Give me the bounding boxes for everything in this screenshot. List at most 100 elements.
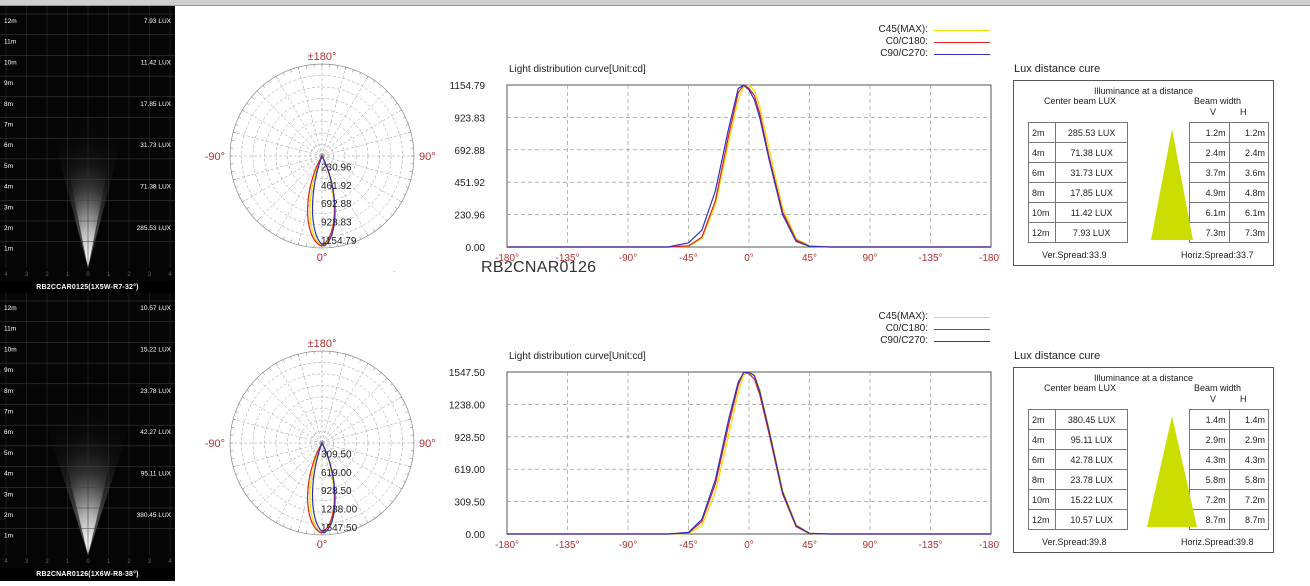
table-cell: 1.4m xyxy=(1229,410,1268,430)
table-cell xyxy=(1127,183,1189,203)
curve-xtick: -180° xyxy=(495,540,519,551)
curve-ytick: 692.88 xyxy=(454,146,485,157)
table-cell: 3.7m xyxy=(1190,163,1229,183)
curve-xtick: -90° xyxy=(619,540,637,551)
curve-xtick: -45° xyxy=(679,253,697,264)
polar-ring-label: 309.50 xyxy=(321,449,352,460)
curve-xtick: -180° xyxy=(979,253,1000,264)
beam-x-label: 3 xyxy=(25,559,29,565)
table-cell xyxy=(1127,470,1189,490)
curve-xtick: -90° xyxy=(619,253,637,264)
table-cell: 7.93 LUX xyxy=(1056,223,1128,243)
lux-head-v: V xyxy=(1210,107,1216,117)
polar-ring-label: 619.00 xyxy=(321,468,352,479)
beam-row-label: 7m xyxy=(4,122,13,129)
lux-title: Lux distance cure xyxy=(1014,63,1100,75)
table-cell: 23.78 LUX xyxy=(1056,470,1128,490)
table-cell xyxy=(1127,223,1189,243)
table-cell xyxy=(1127,123,1189,143)
table-cell: 2.9m xyxy=(1229,430,1268,450)
curve-xtick: 0° xyxy=(744,253,754,264)
polar-ring-label: 928.50 xyxy=(321,486,352,497)
distribution-curve: Light distribution curve[Unit:cd]1154.79… xyxy=(420,6,1000,294)
table-cell: 1.2m xyxy=(1190,123,1229,143)
table-cell: 4.3m xyxy=(1229,450,1268,470)
beam-lux-label: 10.57 LUX xyxy=(140,305,171,312)
table-cell: 2.9m xyxy=(1190,430,1229,450)
polar-ring-label: 461.92 xyxy=(321,181,352,192)
beam-lux-label: 15.22 LUX xyxy=(140,346,171,353)
table-cell: 4.9m xyxy=(1190,183,1229,203)
table-cell: 31.73 LUX xyxy=(1056,163,1128,183)
table-cell: 4.3m xyxy=(1190,450,1229,470)
curve-ytick: 1154.79 xyxy=(450,81,486,92)
lux-head-beamwidth: Beam width xyxy=(1194,96,1241,106)
curve-xtick: -135° xyxy=(918,540,942,551)
table-cell: 1.4m xyxy=(1190,410,1229,430)
table-cell: 71.38 LUX xyxy=(1056,143,1128,163)
table-cell: 5.8m xyxy=(1190,470,1229,490)
curve-ytick: 309.50 xyxy=(454,498,485,509)
beam-row-label: 6m xyxy=(4,429,13,436)
polar-ring-label: 692.88 xyxy=(321,199,352,210)
beam-row-label: 10m xyxy=(4,346,17,353)
polar-top-label: ±180° xyxy=(308,338,337,350)
beam-x-label: 0 xyxy=(86,272,90,278)
table-cell: 285.53 LUX xyxy=(1056,123,1128,143)
curve-xtick: 0° xyxy=(744,540,754,551)
table-cell: 4m xyxy=(1029,430,1056,450)
table-cell: 8m xyxy=(1029,183,1056,203)
beam-row-label: 1m xyxy=(4,533,13,540)
curve-svg: Light distribution curve[Unit:cd]1547.50… xyxy=(420,293,1000,581)
beam-row-label: 11m xyxy=(4,326,16,333)
beam-x-label: 1 xyxy=(66,272,70,278)
table-cell: 380.45 LUX xyxy=(1056,410,1128,430)
curve-ytick: 0.00 xyxy=(466,243,486,254)
table-cell: 95.11 LUX xyxy=(1056,430,1128,450)
table-cell: 7.3m xyxy=(1190,223,1229,243)
table-cell: 15.22 LUX xyxy=(1056,490,1128,510)
beam-x-label: 4 xyxy=(4,559,8,565)
curve-xtick: 45° xyxy=(802,253,817,264)
beam-lux-label: 31.73 LUX xyxy=(140,142,171,149)
table-cell: 5.8m xyxy=(1229,470,1268,490)
beam-row-label: 5m xyxy=(4,163,13,170)
polar-ring-label: 1238.00 xyxy=(321,505,358,516)
table-cell xyxy=(1127,410,1189,430)
beam-x-label: 1 xyxy=(107,559,111,565)
polar-bottom-label: 0° xyxy=(317,539,328,551)
beam-row-label: 5m xyxy=(4,450,13,457)
distribution-curve: Light distribution curve[Unit:cd]1547.50… xyxy=(420,293,1000,581)
curve-xtick: -135° xyxy=(555,540,579,551)
beam-lux-label: 285.53 LUX xyxy=(137,225,172,232)
table-cell: 10.57 LUX xyxy=(1056,510,1128,530)
polar-ring-label: 1154.79 xyxy=(321,236,357,247)
table-cell xyxy=(1127,163,1189,183)
beam-row-label: 2m xyxy=(4,225,13,232)
curve-ytick: 1238.00 xyxy=(449,400,486,411)
table-cell xyxy=(1127,450,1189,470)
polar-ring-label: 1547.50 xyxy=(321,523,358,534)
table-cell: 11.42 LUX xyxy=(1056,203,1128,223)
beam-x-label: 0 xyxy=(86,559,90,565)
beam-lux-label: 17.85 LUX xyxy=(140,101,171,108)
polar-ring-label: 230.96 xyxy=(321,162,352,173)
table-cell: 2m xyxy=(1029,410,1056,430)
curve-ytick: 928.50 xyxy=(454,433,485,444)
table-cell: 6.1m xyxy=(1229,203,1268,223)
table-cell: 2.4m xyxy=(1190,143,1229,163)
